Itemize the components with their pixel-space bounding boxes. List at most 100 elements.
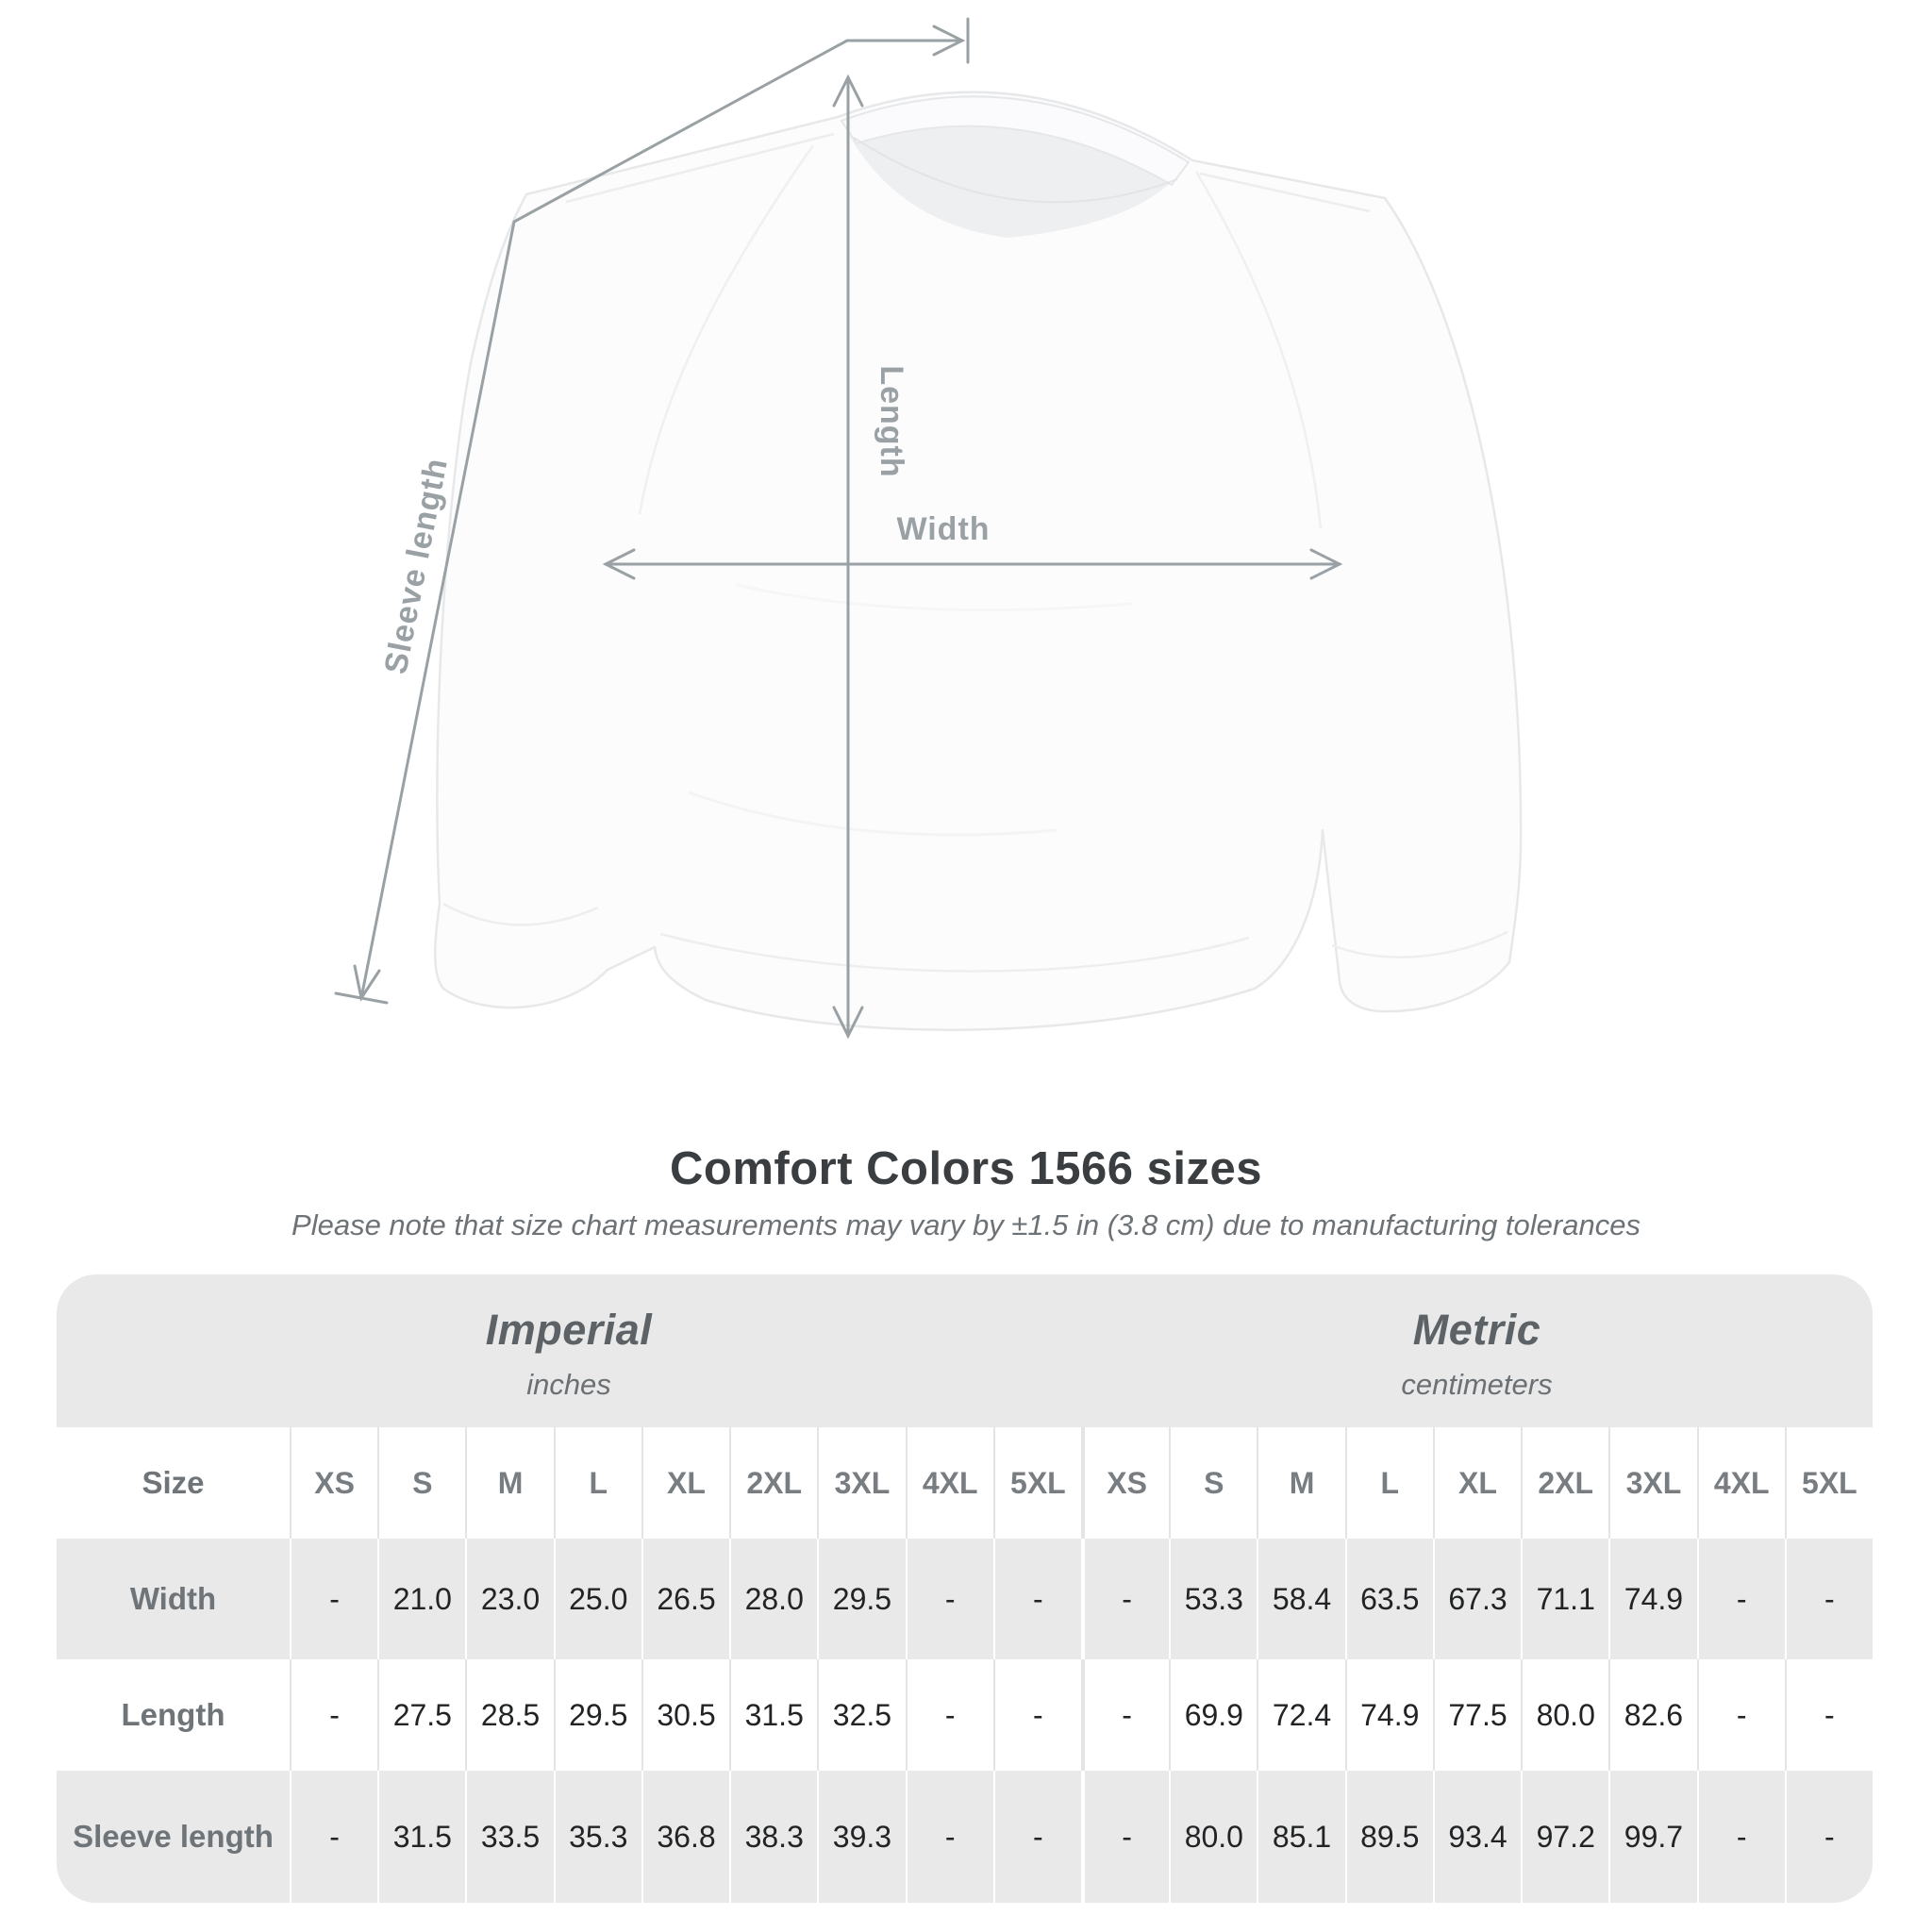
size-header-imperial-2xl: 2XL: [729, 1427, 817, 1539]
sleeve-metric-2xl: 97.2: [1521, 1771, 1608, 1903]
size-table: Imperial inches Metric centimeters Size …: [57, 1274, 1873, 1903]
size-header-metric-5xl: 5XL: [1784, 1427, 1873, 1539]
size-header-imperial-5xl: 5XL: [992, 1427, 1081, 1539]
sleeve-length-dimension-line: [334, 17, 970, 1005]
length-metric-s: 69.9: [1169, 1659, 1257, 1771]
length-imperial-2xl: 31.5: [729, 1659, 817, 1771]
width-row-label: Width: [129, 1581, 217, 1616]
length-metric-4xl: -: [1696, 1659, 1785, 1771]
size-header-row: Size XS S M L XL 2XL 3XL 4XL 5XL XS S M …: [57, 1427, 1873, 1539]
length-metric-xl: 77.5: [1432, 1659, 1521, 1771]
unit-band: Imperial inches Metric centimeters: [57, 1274, 1873, 1427]
width-metric-l: 63.5: [1344, 1539, 1433, 1659]
sleeve-imperial-2xl: 38.3: [729, 1771, 817, 1903]
width-imperial-xs: -: [290, 1539, 377, 1659]
size-header-imperial-xl: XL: [641, 1427, 729, 1539]
width-imperial-xl: 26.5: [641, 1539, 729, 1659]
length-imperial-s: 27.5: [377, 1659, 465, 1771]
width-imperial-4xl: -: [905, 1539, 993, 1659]
size-header-metric-l: L: [1344, 1427, 1433, 1539]
width-imperial-l: 25.0: [553, 1539, 641, 1659]
imperial-group-header: Imperial inches: [57, 1274, 1081, 1427]
width-imperial-3xl: 29.5: [817, 1539, 905, 1659]
sleeve-metric-xs: -: [1080, 1771, 1169, 1903]
width-metric-s: 53.3: [1169, 1539, 1257, 1659]
length-imperial-l: 29.5: [553, 1659, 641, 1771]
size-header-imperial-s: S: [377, 1427, 465, 1539]
sleeve-metric-m: 85.1: [1257, 1771, 1344, 1903]
length-label: Length: [874, 365, 909, 477]
size-header-imperial-m: M: [465, 1427, 553, 1539]
size-header-metric-xl: XL: [1432, 1427, 1521, 1539]
length-imperial-4xl: -: [905, 1659, 993, 1771]
length-metric-l: 74.9: [1344, 1659, 1433, 1771]
imperial-title: Imperial: [485, 1306, 653, 1354]
width-metric-4xl: -: [1696, 1539, 1785, 1659]
size-header-metric-s: S: [1169, 1427, 1257, 1539]
sweatshirt-diagram-svg: Sleeve length Length Width: [334, 17, 1523, 1040]
collar-band: [841, 95, 1190, 186]
width-metric-2xl: 71.1: [1521, 1539, 1608, 1659]
size-header-imperial-4xl: 4XL: [905, 1427, 993, 1539]
width-metric-xs: -: [1080, 1539, 1169, 1659]
sweatshirt-diagram: Sleeve length Length Width: [334, 17, 1523, 1040]
metric-unit: centimeters: [1401, 1368, 1553, 1401]
length-row-label: Length: [121, 1697, 225, 1732]
sleeve-imperial-m: 33.5: [465, 1771, 553, 1903]
length-metric-3xl: 82.6: [1608, 1659, 1696, 1771]
sleeve-metric-5xl: -: [1784, 1771, 1873, 1903]
width-metric-3xl: 74.9: [1608, 1539, 1696, 1659]
imperial-unit: inches: [526, 1368, 611, 1401]
sleeve-imperial-l: 35.3: [553, 1771, 641, 1903]
sweatshirt-illustration: [434, 91, 1523, 1031]
page-title: Comfort Colors 1566 sizes: [670, 1143, 1262, 1194]
width-metric-xl: 67.3: [1432, 1539, 1521, 1659]
length-imperial-5xl: -: [992, 1659, 1081, 1771]
sleeve-imperial-s: 31.5: [377, 1771, 465, 1903]
size-header-imperial-xs: XS: [290, 1427, 377, 1539]
size-header-metric-4xl: 4XL: [1696, 1427, 1785, 1539]
sleeve-imperial-4xl: -: [905, 1771, 993, 1903]
sleeve-metric-s: 80.0: [1169, 1771, 1257, 1903]
width-imperial-s: 21.0: [377, 1539, 465, 1659]
sleeve-imperial-5xl: -: [992, 1771, 1081, 1903]
tolerance-note: Please note that size chart measurements…: [291, 1208, 1641, 1241]
sleeve-metric-xl: 93.4: [1432, 1771, 1521, 1903]
length-metric-2xl: 80.0: [1521, 1659, 1608, 1771]
size-column-header: Size: [142, 1465, 205, 1500]
width-imperial-5xl: -: [992, 1539, 1081, 1659]
sleeve-metric-4xl: -: [1696, 1771, 1785, 1903]
sleeve-imperial-3xl: 39.3: [817, 1771, 905, 1903]
size-header-metric-2xl: 2XL: [1521, 1427, 1608, 1539]
sleeve-row-label: Sleeve length: [73, 1819, 274, 1854]
size-header-imperial-3xl: 3XL: [817, 1427, 905, 1539]
sleeve-metric-l: 89.5: [1344, 1771, 1433, 1903]
size-header-metric-xs: XS: [1080, 1427, 1169, 1539]
length-imperial-xl: 30.5: [641, 1659, 729, 1771]
width-label: Width: [896, 511, 990, 547]
width-imperial-m: 23.0: [465, 1539, 553, 1659]
width-row: Width - 21.0 23.0 25.0 26.5 28.0 29.5 - …: [57, 1539, 1873, 1659]
length-metric-m: 72.4: [1257, 1659, 1344, 1771]
width-imperial-2xl: 28.0: [729, 1539, 817, 1659]
sleeve-imperial-xl: 36.8: [641, 1771, 729, 1903]
sleeve-length-row: Sleeve length - 31.5 33.5 35.3 36.8 38.3…: [57, 1771, 1873, 1903]
width-metric-5xl: -: [1784, 1539, 1873, 1659]
metric-title: Metric: [1412, 1306, 1541, 1354]
metric-group-header: Metric centimeters: [1081, 1274, 1873, 1427]
length-dimension-line: [832, 74, 864, 1040]
width-dimension-line: [602, 548, 1343, 580]
size-header-metric-m: M: [1257, 1427, 1344, 1539]
length-metric-5xl: -: [1784, 1659, 1873, 1771]
length-imperial-m: 28.5: [465, 1659, 553, 1771]
size-header-metric-3xl: 3XL: [1608, 1427, 1696, 1539]
length-imperial-3xl: 32.5: [817, 1659, 905, 1771]
width-metric-m: 58.4: [1257, 1539, 1344, 1659]
length-row: Length - 27.5 28.5 29.5 30.5 31.5 32.5 -…: [57, 1659, 1873, 1771]
length-metric-xs: -: [1080, 1659, 1169, 1771]
sleeve-imperial-xs: -: [290, 1771, 377, 1903]
size-header-imperial-l: L: [553, 1427, 641, 1539]
sleeve-metric-3xl: 99.7: [1608, 1771, 1696, 1903]
length-imperial-xs: -: [290, 1659, 377, 1771]
